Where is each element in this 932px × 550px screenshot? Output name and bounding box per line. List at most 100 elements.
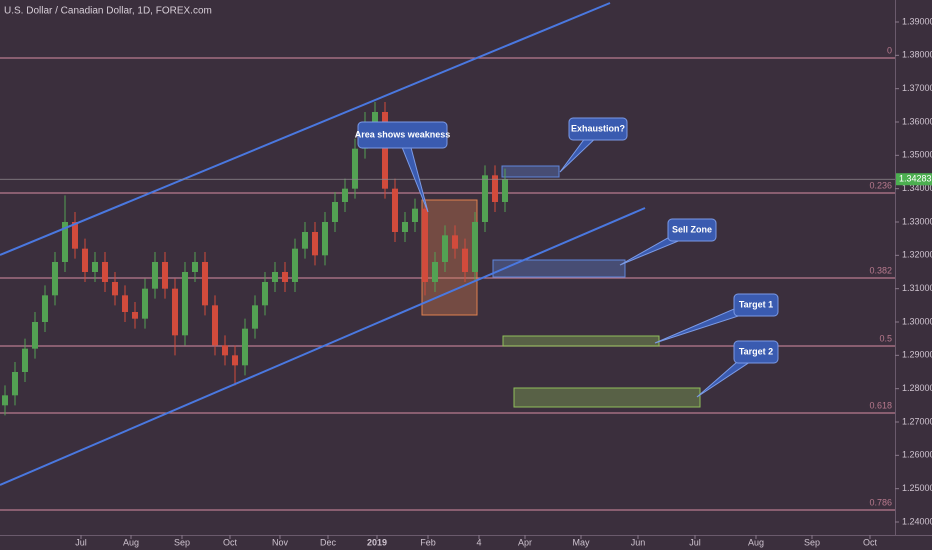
y-tick-label: 1.35000	[902, 150, 932, 160]
candle-body	[2, 395, 8, 406]
x-tick-label: Nov	[272, 537, 289, 547]
zone	[492, 259, 626, 278]
candle-body	[92, 262, 98, 272]
candle-body	[72, 222, 78, 249]
candle-body	[302, 232, 308, 249]
callout-box	[733, 293, 779, 317]
candle-body	[192, 262, 198, 272]
candle-body	[452, 235, 458, 249]
candle-body	[272, 272, 278, 282]
chart-title: U.S. Dollar / Canadian Dollar, 1D, FOREX…	[4, 6, 212, 17]
callout-text: Exhaustion?	[571, 123, 625, 133]
trend-line	[0, 2, 611, 256]
candle-body	[252, 305, 258, 329]
candle-body	[242, 328, 248, 366]
zone	[513, 387, 701, 408]
y-tick-label: 1.34000	[902, 183, 932, 193]
y-tick-label: 1.25000	[902, 483, 932, 493]
candle-body	[502, 179, 508, 202]
candle-body	[172, 288, 178, 336]
last-price-box	[896, 173, 932, 186]
candle-body	[282, 272, 288, 282]
candle-body	[32, 322, 38, 349]
x-tick-label: Aug	[748, 537, 764, 547]
callout-text: Sell Zone	[672, 224, 712, 234]
candle-body	[102, 262, 108, 282]
candle-body	[492, 175, 498, 202]
candle-body	[412, 208, 418, 222]
callout-text: Target 2	[739, 346, 773, 356]
x-tick-label: Sep	[174, 537, 190, 547]
y-tick-label: 1.39000	[902, 16, 932, 26]
callout-text: Area shows weakness	[355, 129, 451, 139]
fib-label: 0.382	[869, 265, 892, 275]
candle-body	[352, 148, 358, 189]
x-tick-label: Jun	[631, 537, 646, 547]
x-tick-label: Sep	[804, 537, 820, 547]
candle-body	[442, 235, 448, 262]
candle-body	[82, 248, 88, 272]
candle-body	[392, 188, 398, 232]
candle-body	[212, 305, 218, 346]
callout-box	[667, 218, 717, 242]
y-tick-label: 1.26000	[902, 450, 932, 460]
y-tick-label: 1.32000	[902, 250, 932, 260]
fib-label: 0	[887, 45, 892, 55]
candle-body	[382, 112, 388, 189]
callout-box	[357, 121, 448, 149]
y-tick-label: 1.33000	[902, 216, 932, 226]
candle-body	[52, 262, 58, 296]
x-tick-label: 2019	[367, 537, 387, 547]
candle-body	[482, 175, 488, 222]
fib-label: 0.786	[869, 497, 892, 507]
y-tick-label: 1.24000	[902, 516, 932, 526]
x-tick-label: Jul	[689, 537, 701, 547]
candle-body	[292, 248, 298, 282]
candle-body	[142, 288, 148, 319]
x-tick-label: Oct	[223, 537, 238, 547]
candle-body	[222, 345, 228, 356]
zone	[501, 165, 560, 178]
x-tick-label: Feb	[420, 537, 436, 547]
fib-label: 0.236	[869, 180, 892, 190]
callout-text: Target 1	[739, 299, 773, 309]
y-tick-label: 1.28000	[902, 383, 932, 393]
candle-body	[422, 208, 428, 282]
callout-box	[568, 117, 628, 141]
candle-body	[62, 222, 68, 262]
candle-body	[42, 295, 48, 322]
zone	[421, 199, 478, 316]
candle-body	[312, 232, 318, 256]
candle-body	[152, 262, 158, 289]
y-tick-label: 1.38000	[902, 50, 932, 60]
y-tick-label: 1.29000	[902, 350, 932, 360]
x-tick-label: 4	[476, 537, 481, 547]
fib-label: 0.618	[869, 400, 892, 410]
callout-box	[733, 340, 779, 364]
candle-body	[12, 372, 18, 396]
x-tick-label: Oct	[863, 537, 878, 547]
y-tick-label: 1.31000	[902, 283, 932, 293]
candle-body	[342, 188, 348, 202]
candle-body	[462, 248, 468, 272]
candle-body	[332, 202, 338, 222]
x-tick-label: Dec	[320, 537, 337, 547]
x-tick-label: Jul	[75, 537, 87, 547]
x-tick-label: Apr	[518, 537, 532, 547]
last-price-label: 1.34283	[899, 174, 932, 184]
x-tick-label: May	[572, 537, 590, 547]
candle-body	[122, 295, 128, 312]
x-tick-label: Aug	[123, 537, 139, 547]
candle-body	[432, 262, 438, 282]
y-tick-label: 1.36000	[902, 116, 932, 126]
trend-line	[0, 207, 646, 486]
candle-body	[132, 312, 138, 319]
candle-body	[22, 348, 28, 372]
y-tick-label: 1.37000	[902, 83, 932, 93]
candle-body	[182, 272, 188, 336]
zone	[502, 335, 660, 347]
y-tick-label: 1.30000	[902, 316, 932, 326]
candle-body	[202, 262, 208, 306]
